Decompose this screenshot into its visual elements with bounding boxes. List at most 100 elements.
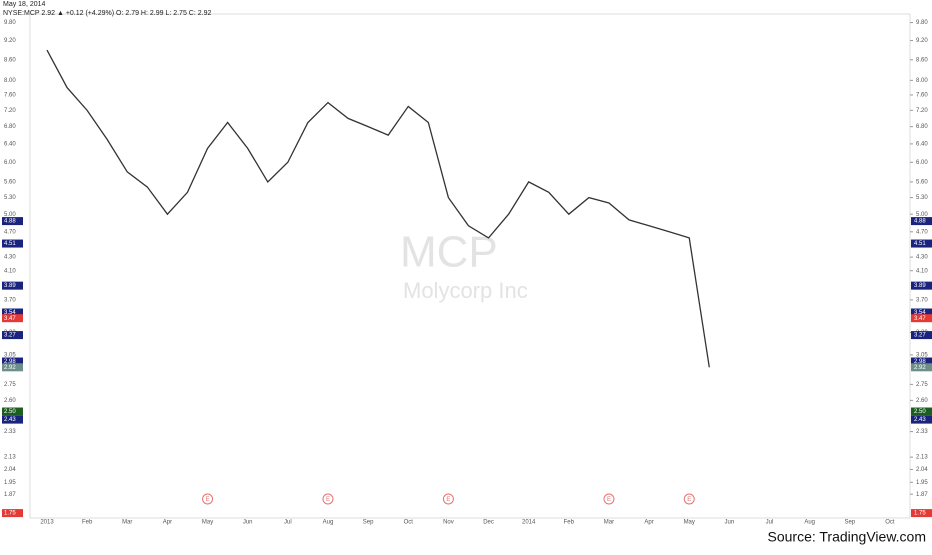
price-badge-left-label: 4.88 xyxy=(4,219,16,225)
x-tick-label: Apr xyxy=(644,520,653,526)
watermark: MCP xyxy=(400,228,498,277)
y-tick-label: 6.80 xyxy=(916,124,928,130)
price-badge xyxy=(911,314,932,323)
price-badge-label: 3.54 xyxy=(914,310,926,316)
y-tick-label-left: 2.33 xyxy=(4,429,16,435)
y-tick-label: 2.04 xyxy=(916,467,928,473)
price-badge-label: 3.89 xyxy=(914,283,926,289)
price-badge xyxy=(911,331,932,340)
event-marker xyxy=(603,493,615,505)
y-tick-label: 5.60 xyxy=(916,179,928,185)
x-tick-label: Jun xyxy=(725,520,735,526)
price-badge xyxy=(911,407,932,416)
price-badge xyxy=(911,281,932,290)
price-badge-label: 3.27 xyxy=(914,333,926,339)
y-tick-label-left: 1.87 xyxy=(4,492,16,498)
y-tick-label-left: 9.80 xyxy=(4,20,16,26)
plot-area xyxy=(29,13,911,519)
y-tick-label-left: 7.60 xyxy=(4,93,16,99)
price-badge xyxy=(911,415,932,424)
y-tick-label: 4.70 xyxy=(916,229,928,235)
x-tick-label: Jun xyxy=(243,520,253,526)
y-tick-label-left: 6.40 xyxy=(4,141,16,147)
price-badge xyxy=(911,363,932,372)
x-tick-label: Sep xyxy=(844,520,855,526)
y-tick-label-left: 2.13 xyxy=(4,455,16,461)
event-marker xyxy=(202,493,214,505)
x-tick-label: Feb xyxy=(82,520,93,526)
x-tick-label: Aug xyxy=(804,520,815,526)
price-badge-left xyxy=(2,239,23,248)
event-marker xyxy=(322,493,334,505)
x-tick-label: Oct xyxy=(404,520,414,526)
y-tick-label-left: 5.30 xyxy=(4,195,16,201)
x-tick-label: Oct xyxy=(885,520,895,526)
price-badge xyxy=(911,308,932,317)
price-badge-left-label: 2.50 xyxy=(4,409,16,415)
y-tick-label-left: 1.95 xyxy=(4,480,16,486)
y-tick-label: 6.40 xyxy=(916,141,928,147)
price-badge-left xyxy=(2,363,23,372)
price-badge-label: 2.43 xyxy=(914,417,926,423)
price-badge-label: 2.92 xyxy=(914,365,926,371)
price-badge-left-label: 2.43 xyxy=(4,417,16,423)
chart-title: NYSE:MCP 2.92 ▲ +0.12 (+4.29%) O: 2.79 H… xyxy=(3,10,211,17)
price-badge xyxy=(911,357,932,366)
x-tick-label: Nov xyxy=(443,520,454,526)
y-tick-label-left: 6.00 xyxy=(4,160,16,166)
y-tick-label: 4.30 xyxy=(916,255,928,261)
price-badge-label: 1.75 xyxy=(914,511,926,517)
price-badge-left-label: 4.51 xyxy=(4,241,16,247)
price-badge xyxy=(911,217,932,226)
y-tick-label: 4.10 xyxy=(916,268,928,274)
x-tick-label: 2013 xyxy=(40,520,54,526)
price-badge-left xyxy=(2,331,23,340)
price-badge-left-label: 2.92 xyxy=(4,365,16,371)
y-tick-label: 1.87 xyxy=(916,492,928,498)
y-tick-label: 2.60 xyxy=(916,398,928,404)
y-tick-label-left: 3.70 xyxy=(4,297,16,303)
y-tick-label: 9.20 xyxy=(916,38,928,44)
x-tick-label: Jul xyxy=(284,520,292,526)
x-tick-label: Jul xyxy=(766,520,774,526)
y-tick-label-left: 9.20 xyxy=(4,38,16,44)
event-label: E xyxy=(446,497,450,503)
y-tick-label: 6.00 xyxy=(916,160,928,166)
y-tick-label-left: 3.05 xyxy=(4,352,16,358)
y-tick-label-left: 2.04 xyxy=(4,467,16,473)
y-tick-label-left: 4.30 xyxy=(4,255,16,261)
y-tick-label-left: 5.00 xyxy=(4,212,16,218)
y-tick-label: 8.00 xyxy=(916,78,928,84)
x-tick-label: May xyxy=(684,520,695,526)
price-badge-left xyxy=(2,407,23,416)
x-tick-label: 2014 xyxy=(522,520,536,526)
price-badge-left-label: 3.89 xyxy=(4,283,16,289)
y-tick-label: 7.60 xyxy=(916,93,928,99)
y-tick-label-left: 8.00 xyxy=(4,78,16,84)
source: Source: TradingView.com xyxy=(768,529,927,545)
y-tick-label: 2.75 xyxy=(916,382,928,388)
y-tick-label-left: 7.20 xyxy=(4,108,16,114)
price-badge-left-label: 3.27 xyxy=(4,333,16,339)
price-badge-left-label: 3.54 xyxy=(4,310,16,316)
x-tick-label: Dec xyxy=(483,520,494,526)
watermark-name: Molycorp Inc xyxy=(403,278,528,303)
price-badge-label: 4.88 xyxy=(914,219,926,225)
event-marker xyxy=(683,493,695,505)
y-tick-label-left: 2.60 xyxy=(4,398,16,404)
y-tick-label-left: 8.60 xyxy=(4,57,16,63)
y-tick-label: 8.60 xyxy=(916,57,928,63)
price-badge-label: 2.98 xyxy=(914,359,926,365)
y-tick-label: 7.20 xyxy=(916,108,928,114)
y-tick-label: 2.13 xyxy=(916,455,928,461)
date: May 18, 2014 xyxy=(3,1,46,8)
y-tick-label: 3.70 xyxy=(916,297,928,303)
price-badge-left xyxy=(2,217,23,226)
y-tick-label-left: 2.75 xyxy=(4,382,16,388)
price-badge-left-label: 2.98 xyxy=(4,359,16,365)
price-line xyxy=(46,49,710,368)
event-label: E xyxy=(326,497,330,503)
price-badge-label: 3.47 xyxy=(914,316,926,322)
x-tick-label: Aug xyxy=(323,520,334,526)
